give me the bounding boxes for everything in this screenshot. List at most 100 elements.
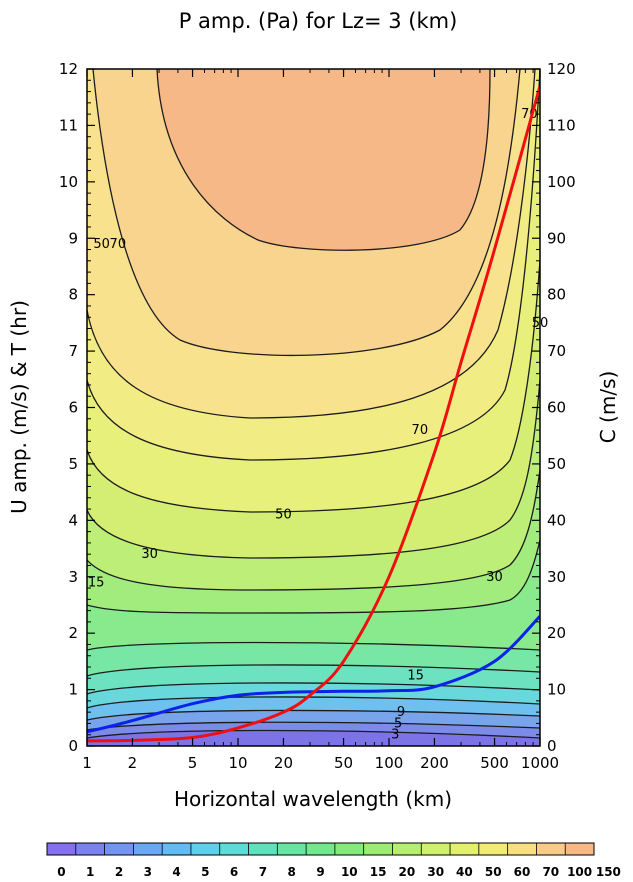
colorbar-swatch — [47, 843, 77, 855]
colorbar-frame — [46, 842, 595, 856]
contour-line — [87, 682, 540, 695]
colorbar-swatch — [248, 843, 278, 855]
contour-label: 15 — [88, 575, 105, 590]
x-tick-label: 50 — [334, 754, 353, 772]
contour-line — [87, 729, 540, 739]
y2-tick-label: 30 — [547, 568, 566, 586]
colorbar-label: 20 — [399, 865, 416, 879]
colorbar: 0 1 2 3 4 5 6 7 8 9 10 15 20 30 40 50 60 70 100 150 — [46, 842, 621, 879]
contour-line — [87, 664, 540, 677]
colorbar-label: 70 — [542, 865, 559, 879]
x-tick-label: 20 — [274, 754, 293, 772]
colorbar-swatch — [536, 843, 566, 855]
colorbar-swatch — [392, 843, 422, 855]
contour-line — [87, 709, 540, 721]
contour-label-text: 70 — [110, 237, 127, 252]
contour-line — [87, 696, 540, 709]
contour-label: 9 — [397, 705, 405, 720]
y2-tick-label: 120 — [547, 60, 576, 78]
contour-line — [87, 259, 540, 513]
chart-title: P amp. (Pa) for Lz= 3 (km) — [179, 9, 458, 33]
colorbar-swatch — [190, 843, 221, 855]
colorbar-label: 8 — [288, 865, 296, 879]
contour-label-text: 9 — [397, 705, 405, 720]
colorbar-swatch — [363, 843, 393, 855]
y-tick-label: 2 — [68, 624, 78, 642]
contour-line-50 — [87, 69, 540, 461]
contour-label-text: 30 — [486, 570, 503, 585]
x-tick-label: 1000 — [521, 754, 559, 772]
y2-tick-label: 40 — [547, 511, 566, 529]
colorbar-swatch — [162, 843, 192, 855]
x-tick-label: 10 — [228, 754, 247, 772]
contour-line-70 — [92, 69, 521, 357]
colorbar-swatch — [334, 843, 365, 855]
contour-label-text: 30 — [141, 547, 158, 562]
colorbar-label: 60 — [514, 865, 531, 879]
phase-speed-curve — [87, 85, 540, 743]
contour-label-text: 15 — [88, 575, 105, 590]
x-axis-label: Horizontal wavelength (km) — [174, 787, 452, 811]
y2-tick-label: 10 — [547, 681, 566, 699]
contour-line-15 — [87, 539, 540, 614]
contour-label: 3 — [391, 728, 399, 743]
colorbar-swatch — [450, 843, 480, 855]
colorbar-label: 150 — [596, 865, 621, 879]
colorbar-swatch — [565, 843, 595, 855]
contour-fill-layer — [87, 69, 540, 746]
colorbar-swatch — [104, 843, 134, 855]
curve-layer — [87, 85, 540, 743]
y2-tick-label: 100 — [547, 173, 576, 191]
y-tick-label: 9 — [68, 229, 78, 247]
y-tick-label: 1 — [68, 681, 78, 699]
colorbar-label: 100 — [567, 865, 592, 879]
y2-tick-label: 80 — [547, 286, 566, 304]
y-tick-label: 11 — [59, 116, 78, 134]
contour-lines — [87, 69, 540, 739]
colorbar-swatch — [421, 843, 451, 855]
contour-label: 50 — [275, 508, 292, 523]
colorbar-label: 9 — [316, 865, 324, 879]
contour-line — [87, 469, 540, 591]
y2-tick-label: 70 — [547, 342, 566, 360]
y2-tick-label: 20 — [547, 624, 566, 642]
colorbar-label: 3 — [144, 865, 152, 879]
contour-line-30 — [87, 379, 540, 559]
contour-label: 30 — [141, 547, 158, 562]
contour-line — [87, 721, 540, 731]
y-tick-label: 5 — [68, 455, 78, 473]
colorbar-swatch — [478, 843, 509, 855]
colorbar-label: 40 — [456, 865, 473, 879]
colorbar-swatch — [133, 843, 163, 855]
y-tick-label: 8 — [68, 286, 78, 304]
colorbar-label: 2 — [115, 865, 123, 879]
contour-label-text: 5 — [394, 716, 402, 731]
x-tick-label: 5 — [188, 754, 198, 772]
colorbar-swatch — [306, 843, 336, 855]
band-fill-15 — [157, 69, 490, 251]
u-amp-curve — [87, 615, 540, 734]
contour-label: 70 — [412, 423, 429, 438]
colorbar-label: 6 — [230, 865, 238, 879]
contour-line — [87, 69, 536, 419]
y-tick-label: 0 — [68, 737, 78, 755]
y-tick-label: 12 — [59, 60, 78, 78]
y2-tick-label: 0 — [547, 737, 557, 755]
colorbar-label: 30 — [427, 865, 444, 879]
colorbar-swatch — [277, 843, 307, 855]
y-tick-label: 3 — [68, 568, 78, 586]
contour-line — [87, 641, 540, 651]
contour-line-100 — [156, 69, 491, 251]
contour-label-text: 15 — [407, 668, 424, 683]
y-axis-label: U amp. (m/s) & T (hr) — [7, 300, 31, 514]
y2-axis-label: C (m/s) — [596, 371, 620, 444]
x-tick-label: 1 — [82, 754, 92, 772]
contour-label: 30 — [486, 570, 503, 585]
x-tick-label: 500 — [480, 754, 509, 772]
contour-label: 15 — [407, 668, 424, 683]
y2-tick-label: 110 — [547, 116, 576, 134]
y2-tick-label: 60 — [547, 399, 566, 417]
contour-label-text: 50 — [93, 237, 110, 252]
